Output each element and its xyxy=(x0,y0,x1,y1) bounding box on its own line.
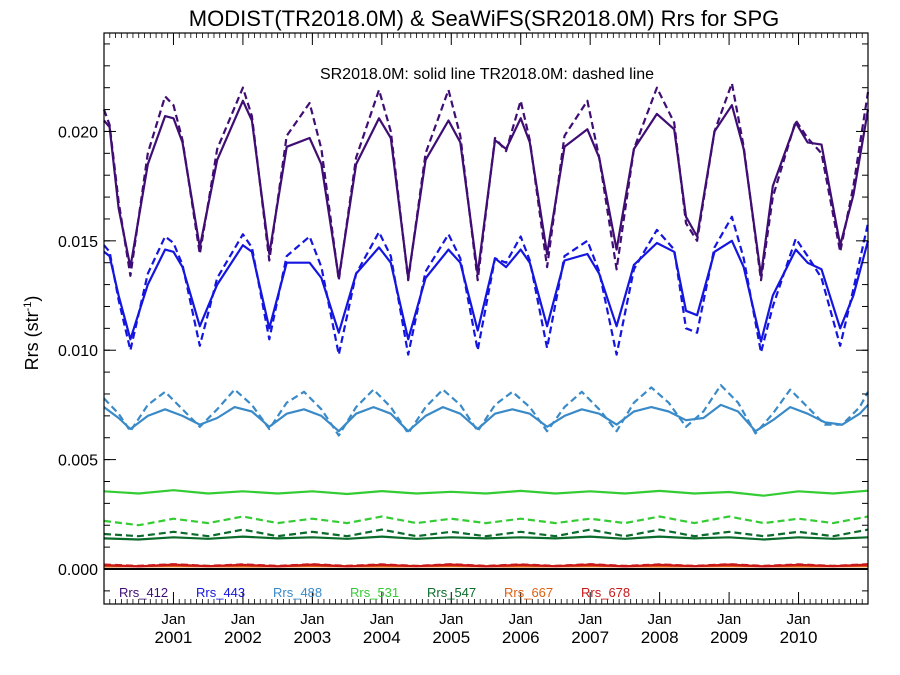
x-tick-month-label: Jan xyxy=(231,611,255,628)
series-line-rrs-678-dashed xyxy=(103,563,869,567)
legend-item-rrs-443: Rrs_443 xyxy=(196,585,245,600)
x-tick-year-label: 2004 xyxy=(363,628,401,647)
series-line-rrs-488-dashed xyxy=(103,384,869,437)
x-tick-year-label: 2002 xyxy=(224,628,262,647)
x-tick-year-label: 2003 xyxy=(293,628,331,647)
series-line-rrs-443-solid xyxy=(103,239,870,343)
y-tick-label: 0.000 xyxy=(58,562,98,579)
x-tick-year-label: 2007 xyxy=(571,628,609,647)
y-tick-label: 0.005 xyxy=(58,453,98,470)
chart-title: MODIST(TR2018.0M) & SeaWiFS(SR2018.0M) R… xyxy=(189,6,779,31)
series-line-rrs-531-dashed xyxy=(103,515,869,527)
y-axis-label-close: ) xyxy=(22,296,42,302)
x-tick-year-label: 2006 xyxy=(502,628,540,647)
series-line-rrs-547-solid xyxy=(103,535,869,541)
x-tick-year-label: 2008 xyxy=(641,628,679,647)
series-line-rrs-412-dashed xyxy=(102,82,870,282)
x-tick-month-label: Jan xyxy=(578,611,602,628)
series-line-rrs-488-solid xyxy=(103,403,869,433)
legend-item-rrs-531: Rrs_531 xyxy=(350,585,399,600)
x-tick-year-label: 2005 xyxy=(432,628,470,647)
series-line-rrs-412-solid xyxy=(103,99,870,280)
line-style-annotation: SR2018.0M: solid line TR2018.0M: dashed … xyxy=(320,66,654,83)
x-tick-month-label: Jan xyxy=(786,611,810,628)
legend-item-rrs-678: Rrs_678 xyxy=(581,585,630,600)
y-axis-label-superscript: -1 xyxy=(22,302,34,312)
series-line-rrs-547-dashed xyxy=(103,528,869,538)
legend-item-rrs-667: Rrs_667 xyxy=(504,585,553,600)
x-tick-year-label: 2010 xyxy=(780,628,818,647)
x-tick-month-label: Jan xyxy=(509,611,533,628)
y-tick-label: 0.010 xyxy=(58,343,98,360)
x-tick-month-label: Jan xyxy=(300,611,324,628)
series-line-rrs-443-dashed xyxy=(103,215,870,356)
legend-item-rrs-488: Rrs_488 xyxy=(273,585,322,600)
x-tick-month-label: Jan xyxy=(648,611,672,628)
x-tick-month-label: Jan xyxy=(370,611,394,628)
legend-item-rrs-412: Rrs_412 xyxy=(119,585,168,600)
x-tick-month-label: Jan xyxy=(439,611,463,628)
plot-frame xyxy=(103,32,869,605)
y-tick-label: 0.020 xyxy=(58,124,98,141)
x-tick-month-label: Jan xyxy=(717,611,741,628)
x-tick-year-label: 2001 xyxy=(155,628,193,647)
legend-item-rrs-547: Rrs_547 xyxy=(427,585,476,600)
y-axis-label: Rrs (str-1) xyxy=(22,296,42,371)
y-tick-label: 0.015 xyxy=(58,234,98,251)
y-axis-label-text: Rrs (str xyxy=(22,311,42,370)
plot-area: 0.0000.0050.0100.0150.020Jan2001Jan2002J… xyxy=(58,32,870,647)
x-tick-year-label: 2009 xyxy=(710,628,748,647)
series-line-rrs-531-solid xyxy=(103,489,869,497)
x-tick-month-label: Jan xyxy=(161,611,185,628)
